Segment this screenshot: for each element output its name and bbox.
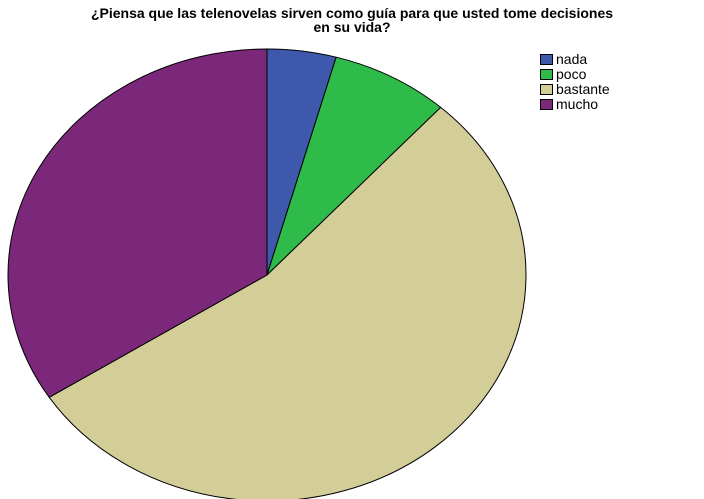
pie-slice-bastante bbox=[48, 106, 527, 499]
pie-slice-poco bbox=[266, 56, 442, 276]
legend: nada poco bastante mucho bbox=[540, 52, 610, 112]
legend-label-nada: nada bbox=[556, 51, 588, 67]
legend-label-mucho: mucho bbox=[556, 96, 599, 112]
legend-item-poco: poco bbox=[540, 67, 610, 82]
legend-swatch-poco bbox=[540, 69, 553, 80]
legend-label-poco: poco bbox=[556, 66, 587, 82]
legend-swatch-bastante bbox=[540, 84, 553, 95]
legend-swatch-mucho bbox=[540, 99, 553, 110]
legend-item-bastante: bastante bbox=[540, 82, 610, 97]
legend-swatch-nada bbox=[540, 54, 553, 65]
chart-title: ¿Piensa que las telenovelas sirven como … bbox=[90, 5, 614, 35]
legend-label-bastante: bastante bbox=[556, 81, 610, 97]
pie-slice-mucho bbox=[7, 48, 268, 398]
legend-item-nada: nada bbox=[540, 52, 610, 67]
legend-item-mucho: mucho bbox=[540, 97, 610, 112]
